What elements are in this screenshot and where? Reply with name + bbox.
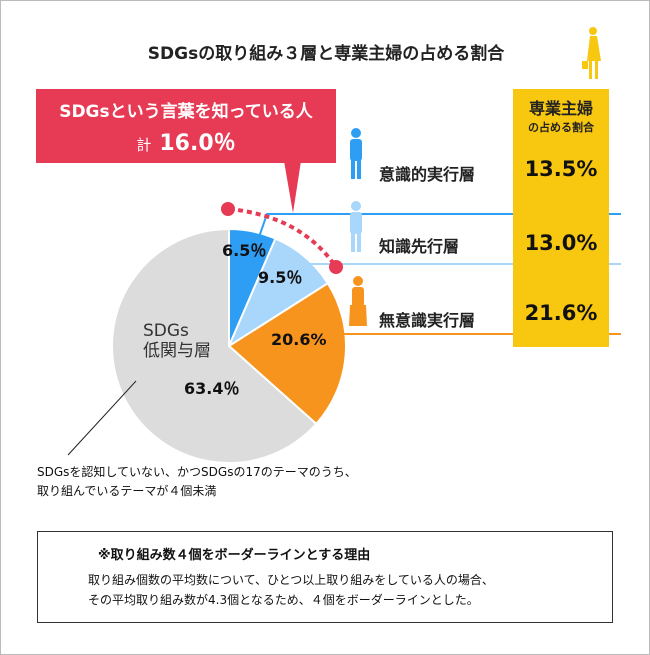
- person-icon-unconscious: [349, 276, 367, 326]
- slice-unconscious: [227, 281, 347, 426]
- low-group-line2: 低関与層: [143, 341, 211, 361]
- slice-value-low-group: 63.4％: [184, 379, 240, 398]
- low-group-leader-line: [67, 380, 137, 456]
- share-unconscious: 21.6%: [524, 301, 598, 325]
- slice-low-group: [111, 227, 318, 464]
- slice-label-unconscious: 20.6%: [271, 330, 327, 349]
- arc-endpoint-dot: [329, 260, 343, 274]
- awareness-callout: SDGsという言葉を知っている人 計 16.0％: [36, 89, 336, 163]
- footnote-line: その平均取り組み数が4.3個となるため、４個をボーダーラインとした。: [88, 593, 479, 607]
- note-line: SDGsを認知していない、かつSDGsの17のテーマのうち、: [37, 465, 357, 479]
- footnote-heading: ※取り組み数４個をボーダーラインとする理由: [98, 548, 371, 563]
- tier-label-knowledge: 知識先行層: [379, 237, 460, 256]
- low-group-note: SDGsを認知していない、かつSDGsの17のテーマのうち、 取り組んでいるテー…: [37, 463, 357, 501]
- slice-label-conscious: 6.5％: [222, 241, 267, 260]
- share-conscious: 13.5%: [524, 157, 598, 181]
- column-header: 専業主婦: [528, 99, 593, 118]
- callout-heading: SDGsという言葉を知っている人: [59, 102, 313, 122]
- footnote-line: 取り組み個数の平均数について、ひとつ以上取り組みをしている人の場合、: [88, 573, 494, 587]
- callout-total-value: 16.0％: [159, 131, 236, 156]
- low-group-line1: SDGs: [143, 321, 189, 341]
- tier-label-conscious: 意識的実行層: [379, 165, 476, 184]
- leader-line-conscious: [248, 213, 621, 267]
- share-knowledge: 13.0%: [524, 231, 598, 255]
- housewife-icon: [582, 27, 601, 79]
- chart-title: SDGsの取り組み３層と専業主婦の占める割合: [147, 44, 505, 64]
- arc-endpoint-dot: [221, 202, 235, 216]
- awareness-arc: [228, 207, 338, 269]
- callout-total-prefix: 計: [136, 136, 152, 154]
- slice-label-knowledge: 9.5％: [258, 268, 303, 287]
- callout-pointer: [284, 161, 301, 213]
- tier-label-unconscious: 無意識実行層: [379, 311, 476, 330]
- footnote-box: ※取り組み数４個をボーダーラインとする理由 取り組み個数の平均数について、ひとつ…: [37, 531, 613, 623]
- note-line: 取り組んでいるテーマが４個未満: [37, 484, 217, 498]
- person-icon-knowledge: [350, 201, 362, 252]
- column-subheader: の占める割合: [528, 121, 594, 134]
- person-icon-conscious: [350, 128, 362, 179]
- slice-label-low-group: SDGs 低関与層: [143, 321, 211, 361]
- housewife-share-column: 専業主婦 の占める割合 13.5% 13.0% 21.6%: [513, 89, 609, 347]
